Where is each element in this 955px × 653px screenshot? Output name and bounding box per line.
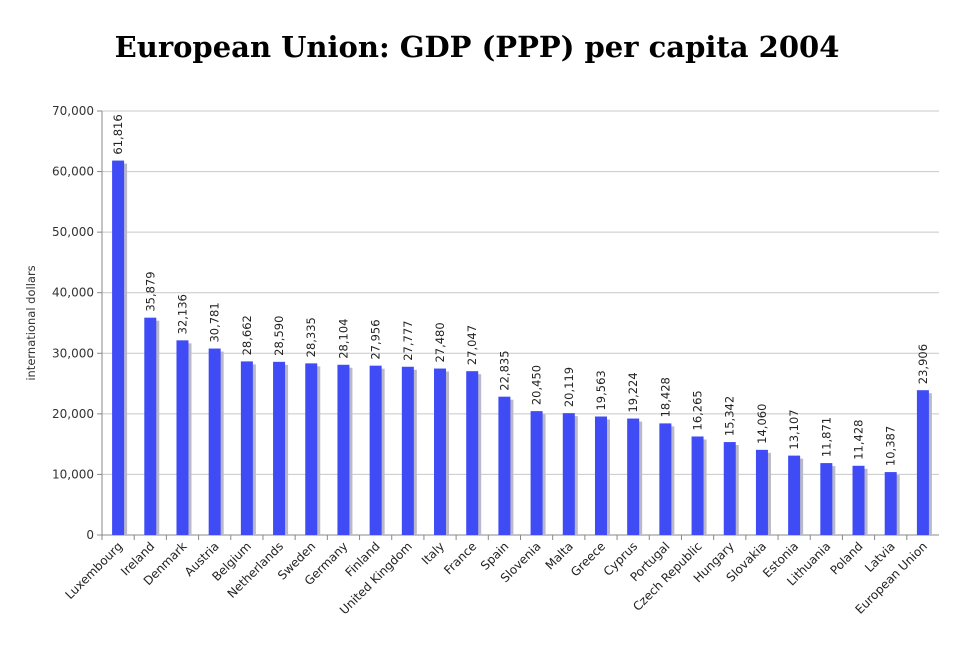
bar-spain — [498, 396, 511, 535]
value-label: 19,224 — [626, 372, 640, 412]
bar-sweden — [305, 363, 318, 535]
bar-ireland — [144, 317, 157, 535]
bar-finland — [369, 365, 382, 535]
bar-malta — [562, 413, 575, 535]
y-tick-label: 50,000 — [52, 225, 94, 239]
value-labels: 61,816 35,879 32,136 30,781 28,662 28,590 28,3… — [111, 114, 930, 466]
bar-austria — [208, 348, 221, 535]
value-label: 19,563 — [594, 370, 608, 410]
value-label: 20,119 — [562, 367, 576, 407]
value-label: 18,428 — [658, 377, 672, 417]
value-label: 28,104 — [336, 319, 350, 359]
category-label: France — [441, 539, 479, 577]
bar-estonia — [788, 455, 801, 535]
bar-portugal — [659, 423, 672, 535]
bar-czech-republic — [691, 436, 704, 535]
value-label: 15,342 — [723, 396, 737, 436]
bar-latvia — [884, 472, 897, 535]
value-label: 27,777 — [401, 321, 415, 361]
bar-lithuania — [820, 463, 833, 535]
bar-slovakia — [755, 449, 768, 535]
value-label: 23,906 — [916, 344, 930, 384]
y-tick-label: 60,000 — [52, 165, 94, 179]
value-label: 30,781 — [208, 302, 222, 342]
value-label: 22,835 — [497, 350, 511, 390]
y-tick-label: 30,000 — [52, 346, 94, 360]
bar-italy — [434, 368, 447, 535]
value-label: 20,450 — [530, 365, 544, 405]
value-label: 28,335 — [304, 317, 318, 357]
y-tick-label: 20,000 — [52, 407, 94, 421]
y-tick-label: 40,000 — [52, 286, 94, 300]
bar-luxembourg — [112, 160, 125, 535]
value-label: 35,879 — [143, 271, 157, 311]
y-tick-label: 10,000 — [52, 467, 94, 481]
bar-france — [466, 371, 479, 535]
bars — [112, 160, 932, 535]
value-label: 11,428 — [852, 420, 866, 460]
value-label: 61,816 — [111, 114, 125, 154]
chart-title: European Union: GDP (PPP) per capita 200… — [115, 30, 840, 64]
bar-greece — [594, 416, 607, 535]
bar-slovenia — [530, 411, 543, 535]
category-label: Poland — [827, 539, 865, 577]
category-label: Luxembourg — [62, 539, 125, 602]
value-label: 16,265 — [691, 390, 705, 430]
value-label: 27,956 — [369, 319, 383, 359]
y-tick-label: 70,000 — [52, 104, 94, 118]
bar-cyprus — [627, 418, 640, 535]
y-tick-labels: 0 10,000 20,000 30,000 40,000 50,000 60,000 70,… — [52, 104, 94, 542]
bar-united-kingdom — [401, 366, 414, 535]
category-label: Greece — [568, 539, 608, 579]
value-label: 27,047 — [465, 325, 479, 365]
bar-denmark — [176, 340, 189, 535]
bar-poland — [852, 465, 865, 535]
value-label: 28,590 — [272, 316, 286, 356]
value-label: 28,662 — [240, 315, 254, 355]
y-tick-label: 0 — [86, 528, 94, 542]
value-label: 11,871 — [819, 417, 833, 457]
value-label: 13,107 — [787, 409, 801, 449]
bar-netherlands — [273, 361, 286, 535]
bar-hungary — [723, 442, 736, 535]
bar-belgium — [240, 361, 253, 535]
value-label: 27,480 — [433, 322, 447, 362]
value-label: 14,060 — [755, 404, 769, 444]
bar-germany — [337, 364, 350, 535]
gridlines — [102, 110, 939, 475]
bar-european-union — [916, 390, 929, 535]
value-label: 10,387 — [884, 426, 898, 466]
value-label: 32,136 — [175, 294, 189, 334]
y-axis-label: international dollars — [24, 265, 38, 380]
category-labels: LuxembourgIrelandDenmarkAustriaBelgiumNe… — [62, 539, 930, 617]
category-label: Italy — [419, 539, 447, 567]
